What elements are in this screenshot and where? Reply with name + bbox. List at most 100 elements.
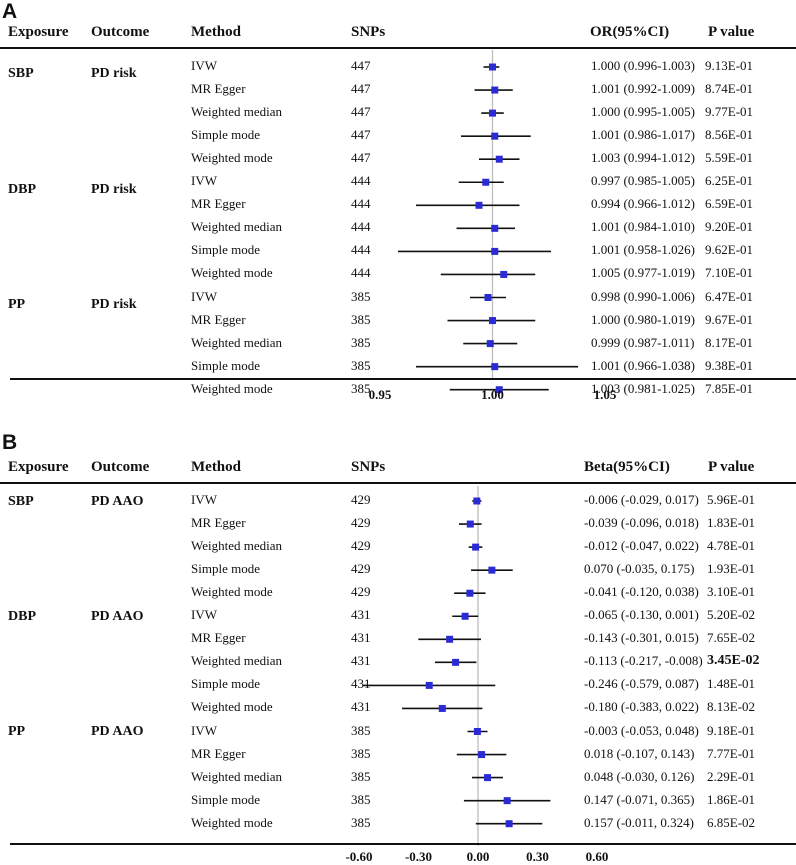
method-label: Weighted median [191, 219, 283, 235]
estimate-ci-text: -0.039 (-0.096, 0.018) [584, 515, 699, 531]
p-value: 6.47E-01 [705, 288, 754, 304]
p-value: 9.67E-01 [705, 311, 754, 327]
p-value: 5.20E-02 [707, 607, 756, 623]
x-tick-label: -0.60 [345, 849, 373, 864]
method-label: Weighted mode [191, 699, 273, 715]
p-value: 7.10E-01 [705, 265, 754, 281]
column-header-outcome: Outcome [91, 459, 150, 475]
exposure-label: SBP [8, 66, 34, 81]
point-estimate-marker [500, 270, 508, 278]
p-value: 3.10E-01 [707, 584, 756, 600]
column-header-pvalue: P value [708, 24, 755, 40]
estimate-ci-text: -0.041 (-0.120, 0.038) [584, 584, 699, 600]
estimate-ci-text: 0.994 (0.966-1.012) [591, 196, 695, 212]
p-value: 6.85E-02 [707, 814, 756, 830]
snp-count: 431 [351, 699, 371, 715]
p-value: 1.86E-01 [707, 791, 756, 807]
snp-count: 431 [351, 653, 371, 669]
top-rule [0, 482, 796, 484]
column-header-method: Method [191, 459, 241, 475]
point-estimate-marker [486, 340, 494, 348]
snp-count: 447 [351, 58, 371, 73]
estimate-ci-text: -0.180 (-0.383, 0.022) [584, 699, 699, 715]
method-label: Weighted mode [191, 380, 273, 396]
bottom-rule [10, 843, 796, 845]
snp-count: 385 [351, 745, 371, 761]
p-value: 9.13E-01 [705, 58, 754, 73]
p-value: 8.13E-02 [707, 699, 756, 715]
p-value: 3.45E-02 [707, 653, 760, 669]
snp-count: 447 [351, 104, 371, 120]
point-estimate-marker [478, 751, 486, 759]
estimate-ci-text: -0.113 (-0.217, -0.008) [584, 653, 703, 669]
x-tick-label: 0.95 [368, 387, 392, 402]
method-label: Simple mode [191, 242, 260, 258]
method-label: Weighted median [191, 104, 283, 120]
panel-label: B [2, 431, 18, 454]
point-estimate-marker [466, 520, 474, 528]
point-estimate-marker [491, 132, 499, 140]
method-label: Weighted mode [191, 150, 273, 166]
p-value: 1.48E-01 [707, 676, 756, 692]
estimate-ci-text: 1.003 (0.994-1.012) [591, 150, 695, 166]
p-value: 9.77E-01 [705, 104, 754, 120]
snp-count: 385 [351, 722, 371, 738]
method-label: IVW [191, 492, 217, 507]
p-value: 8.17E-01 [705, 334, 754, 350]
point-estimate-marker [466, 589, 474, 597]
x-tick-label: 1.05 [593, 387, 617, 402]
snp-count: 385 [351, 814, 371, 830]
estimate-ci-text: 0.998 (0.990-1.006) [591, 288, 695, 304]
method-label: MR Egger [191, 630, 246, 646]
estimate-ci-text: 0.999 (0.987-1.011) [591, 334, 695, 350]
p-value: 1.93E-01 [707, 561, 756, 577]
point-estimate-marker [484, 294, 492, 301]
estimate-ci-text: 1.003 (0.981-1.025) [591, 380, 695, 396]
point-estimate-marker [489, 109, 496, 117]
estimate-ci-text: -0.065 (-0.130, 0.001) [584, 607, 699, 623]
snp-count: 447 [351, 81, 371, 97]
snp-count: 444 [351, 219, 371, 235]
x-tick-label: 0.30 [526, 849, 549, 864]
p-value: 5.96E-01 [707, 492, 756, 507]
snp-count: 385 [351, 791, 371, 807]
method-label: Simple mode [191, 791, 260, 807]
method-label: Simple mode [191, 676, 260, 692]
exposure-label: PP [8, 297, 26, 312]
p-value: 9.38E-01 [705, 357, 754, 373]
point-estimate-marker [491, 86, 499, 94]
estimate-ci-text: -0.246 (-0.579, 0.087) [584, 676, 699, 692]
exposure-label: DBP [8, 182, 36, 197]
estimate-ci-text: 0.070 (-0.035, 0.175) [584, 561, 695, 577]
p-value: 8.74E-01 [705, 81, 754, 97]
p-value: 9.18E-01 [707, 722, 756, 738]
column-header-snps: SNPs [351, 24, 386, 40]
p-value: 1.83E-01 [707, 515, 756, 531]
p-value: 4.78E-01 [707, 538, 756, 554]
method-label: Weighted mode [191, 814, 273, 830]
point-estimate-marker [491, 363, 499, 371]
p-value: 9.62E-01 [705, 242, 754, 258]
point-estimate-marker [475, 201, 483, 209]
point-estimate-marker [452, 658, 460, 666]
estimate-ci-text: 0.157 (-0.011, 0.324) [584, 814, 695, 830]
top-rule [0, 47, 796, 49]
outcome-label: PD risk [91, 297, 137, 312]
snp-count: 385 [351, 288, 371, 304]
point-estimate-marker [472, 543, 480, 551]
point-estimate-marker [491, 224, 499, 232]
estimate-ci-text: 1.000 (0.996-1.003) [591, 58, 695, 73]
method-label: Weighted mode [191, 584, 273, 600]
method-label: MR Egger [191, 515, 246, 531]
method-label: IVW [191, 722, 217, 738]
snp-count: 444 [351, 265, 371, 281]
estimate-ci-text: -0.143 (-0.301, 0.015) [584, 630, 699, 646]
column-header-method: Method [191, 24, 241, 40]
method-label: MR Egger [191, 81, 246, 97]
estimate-ci-text: 1.001 (0.986-1.017) [591, 127, 695, 143]
point-estimate-marker [425, 681, 433, 689]
snp-count: 385 [351, 334, 371, 350]
p-value: 6.25E-01 [705, 173, 754, 189]
method-label: Simple mode [191, 561, 260, 577]
estimate-ci-text: -0.003 (-0.053, 0.048) [584, 722, 699, 738]
